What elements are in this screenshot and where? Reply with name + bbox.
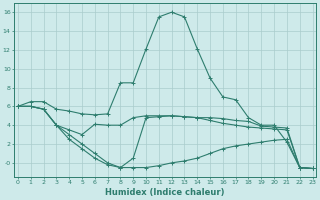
- X-axis label: Humidex (Indice chaleur): Humidex (Indice chaleur): [106, 188, 225, 197]
